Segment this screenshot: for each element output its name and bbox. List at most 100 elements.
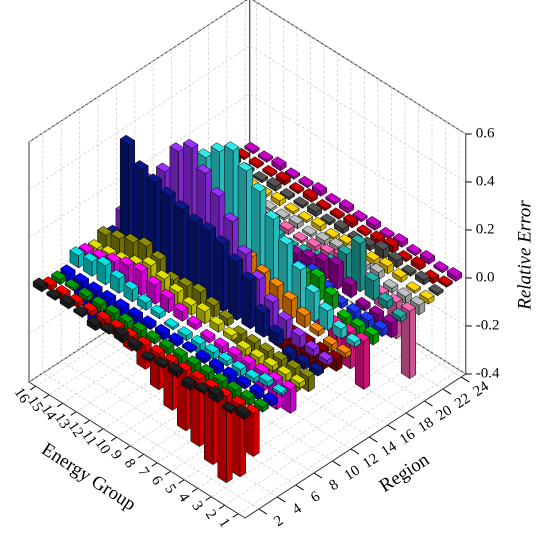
bar-face — [378, 257, 395, 267]
y-tick-label: 8 — [326, 477, 341, 495]
bar — [262, 391, 279, 407]
x-tick — [110, 436, 118, 442]
bar-face — [155, 162, 172, 173]
x-tick-label: 5 — [161, 482, 179, 497]
bar-face — [224, 141, 240, 152]
bar-face — [379, 226, 395, 237]
bar-face — [244, 141, 260, 152]
bar-face — [292, 231, 309, 242]
bar — [227, 253, 244, 321]
bar-face — [92, 248, 108, 259]
z-axis-title: Relative Error — [514, 200, 535, 311]
bar-face — [208, 357, 225, 368]
bar — [200, 328, 216, 344]
bar — [320, 213, 336, 226]
bar — [109, 269, 126, 294]
bar-face — [352, 209, 368, 220]
bar-face — [262, 164, 278, 175]
bar — [351, 234, 367, 293]
bar-face — [319, 243, 336, 254]
bar — [240, 389, 256, 407]
bar-face — [97, 225, 113, 236]
x-tick — [191, 487, 199, 493]
bar-face — [231, 360, 247, 371]
bar-face — [268, 324, 284, 335]
y-tick-label: 22 — [452, 391, 473, 413]
bar-face — [271, 383, 288, 394]
bar — [236, 339, 252, 358]
bar-face — [109, 318, 125, 329]
bar-face — [186, 315, 203, 326]
bar-face — [324, 227, 341, 238]
bar-face — [240, 389, 256, 400]
bar — [195, 349, 211, 365]
y-tick — [295, 484, 304, 491]
bar-face — [209, 187, 226, 197]
bar-face — [32, 277, 49, 288]
y-tick — [405, 412, 415, 419]
bar-face — [414, 270, 431, 281]
bar-face — [167, 362, 184, 373]
bar — [145, 329, 161, 345]
y-tick-label: 14 — [378, 438, 400, 460]
bar-face — [187, 213, 203, 224]
bar-face — [181, 340, 198, 351]
bar-face — [191, 283, 207, 293]
bar-face — [69, 246, 85, 257]
bar-face — [279, 220, 295, 231]
bar — [275, 171, 291, 186]
bar-face — [221, 401, 238, 412]
bar — [222, 326, 239, 342]
bar-face — [364, 271, 380, 282]
y-tick-label: 24 — [470, 378, 492, 400]
bar-face — [314, 252, 331, 262]
grid-line — [28, 189, 466, 335]
bar-face — [266, 177, 282, 187]
bar — [316, 198, 332, 212]
bar-face — [169, 142, 185, 153]
bar-face — [195, 302, 212, 313]
bar — [59, 294, 76, 310]
bar-face — [355, 296, 371, 307]
x-tick — [137, 453, 145, 459]
bar — [338, 199, 355, 214]
y-tick — [332, 460, 341, 467]
bar — [123, 280, 139, 303]
bar-face — [222, 366, 238, 377]
bar — [241, 271, 257, 330]
x-tick-label: 7 — [134, 465, 152, 480]
bar-face — [205, 296, 221, 307]
bar-face — [168, 282, 185, 293]
bar-face — [87, 239, 104, 249]
bar-face — [203, 378, 220, 389]
bar-face — [332, 319, 348, 330]
grid-line — [211, 112, 433, 498]
bar-face — [119, 134, 136, 145]
bar — [355, 296, 371, 312]
bar-face — [409, 307, 416, 380]
bar-face — [241, 271, 257, 282]
bar-face — [227, 253, 244, 264]
grid-line — [42, 133, 259, 510]
bar — [64, 278, 80, 292]
bar-face — [236, 244, 253, 255]
bar-face — [222, 326, 239, 337]
bar — [298, 175, 314, 189]
bar — [409, 295, 426, 316]
x-axis-title: Energy Group — [38, 439, 140, 515]
bar-face — [91, 295, 107, 306]
bar-face — [127, 337, 143, 347]
bar-face — [311, 217, 327, 227]
bar — [325, 192, 341, 206]
bar — [336, 343, 352, 359]
bar — [217, 386, 233, 484]
bar-face — [150, 304, 166, 315]
bar — [266, 177, 282, 192]
bar-face — [105, 252, 122, 263]
bar — [230, 395, 247, 478]
bar — [154, 323, 171, 342]
bar — [32, 277, 49, 293]
bar-face — [437, 275, 453, 286]
bar — [311, 217, 327, 232]
bar-face — [301, 225, 318, 236]
